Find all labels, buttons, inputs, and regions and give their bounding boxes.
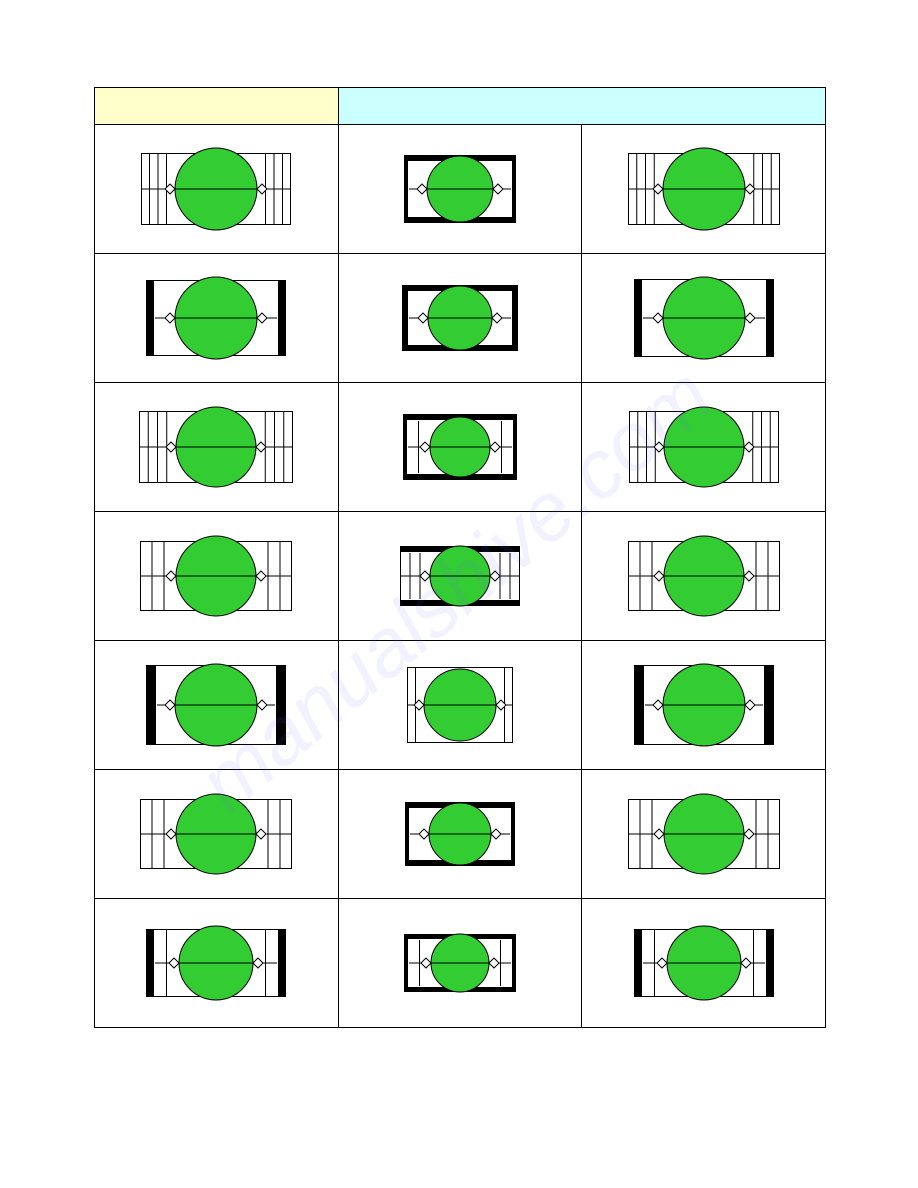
- vial-cell-r3-c2: [582, 512, 826, 641]
- header-cell-0: [95, 88, 339, 125]
- vial-icon: [582, 899, 825, 1027]
- vial-cell-r2-c2: [582, 383, 826, 512]
- vial-icon: [95, 770, 338, 898]
- vial-cell-r1-c2: [582, 254, 826, 383]
- vial-cell-r6-c0: [95, 899, 339, 1028]
- vial-cell-r5-c1: [338, 770, 581, 899]
- vial-cell-r5-c2: [582, 770, 826, 899]
- vial-icon: [582, 383, 825, 511]
- vial-icon: [582, 125, 825, 253]
- vial-icon: [339, 125, 581, 253]
- vial-cell-r0-c1: [338, 125, 581, 254]
- vial-icon: [582, 512, 825, 640]
- vial-icon: [95, 383, 338, 511]
- vial-icon: [339, 899, 581, 1027]
- vial-icon: [582, 254, 825, 382]
- vial-icon: [339, 254, 581, 382]
- vial-cell-r2-c0: [95, 383, 339, 512]
- page: manualshive.com: [0, 0, 918, 1188]
- vial-icon: [95, 512, 338, 640]
- symbol-table: [94, 87, 826, 1028]
- vial-cell-r2-c1: [338, 383, 581, 512]
- vial-cell-r0-c0: [95, 125, 339, 254]
- vial-icon: [95, 899, 338, 1027]
- header-cell-1: [338, 88, 825, 125]
- vial-icon: [582, 641, 825, 769]
- vial-cell-r0-c2: [582, 125, 826, 254]
- vial-cell-r4-c1: [338, 641, 581, 770]
- vial-icon: [339, 512, 581, 640]
- vial-icon: [95, 641, 338, 769]
- vial-icon: [582, 770, 825, 898]
- vial-cell-r1-c1: [338, 254, 581, 383]
- vial-icon: [339, 383, 581, 511]
- vial-cell-r5-c0: [95, 770, 339, 899]
- vial-cell-r6-c1: [338, 899, 581, 1028]
- vial-icon: [339, 641, 581, 769]
- vial-cell-r4-c2: [582, 641, 826, 770]
- vial-cell-r4-c0: [95, 641, 339, 770]
- vial-icon: [339, 770, 581, 898]
- vial-icon: [95, 125, 338, 253]
- vial-cell-r3-c0: [95, 512, 339, 641]
- vial-cell-r3-c1: [338, 512, 581, 641]
- vial-icon: [95, 254, 338, 382]
- vial-cell-r6-c2: [582, 899, 826, 1028]
- vial-cell-r1-c0: [95, 254, 339, 383]
